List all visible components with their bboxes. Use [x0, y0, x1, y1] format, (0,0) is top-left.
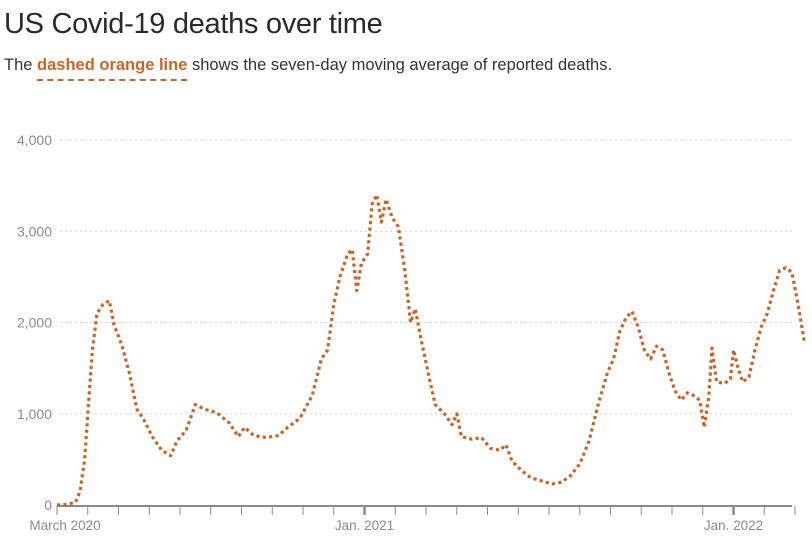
x-tick-label: March 2020	[29, 518, 100, 533]
chart-subtitle: The dashed orange line shows the seven-d…	[4, 56, 612, 75]
y-axis: 0 1,000 2,000 3,000 4,000	[17, 132, 52, 513]
y-tick-label: 2,000	[17, 315, 52, 331]
grid-lines	[60, 139, 792, 415]
deaths-moving-average-line	[56, 193, 806, 507]
subtitle-prefix: The	[4, 56, 38, 74]
x-tick-label: Jan. 2021	[335, 518, 394, 533]
y-tick-label: 3,000	[17, 223, 52, 239]
y-tick-label: 0	[44, 497, 52, 513]
legend-highlight: dashed orange line	[37, 56, 188, 74]
x-tick-label: Jan. 2022	[704, 518, 763, 533]
chart-title: US Covid-19 deaths over time	[4, 8, 383, 40]
y-tick-label: 4,000	[17, 132, 52, 148]
subtitle-suffix: shows the seven-day moving average of re…	[187, 56, 613, 74]
x-axis: March 2020 Jan. 2021 Jan. 2022	[29, 505, 796, 533]
y-tick-label: 1,000	[17, 406, 52, 422]
